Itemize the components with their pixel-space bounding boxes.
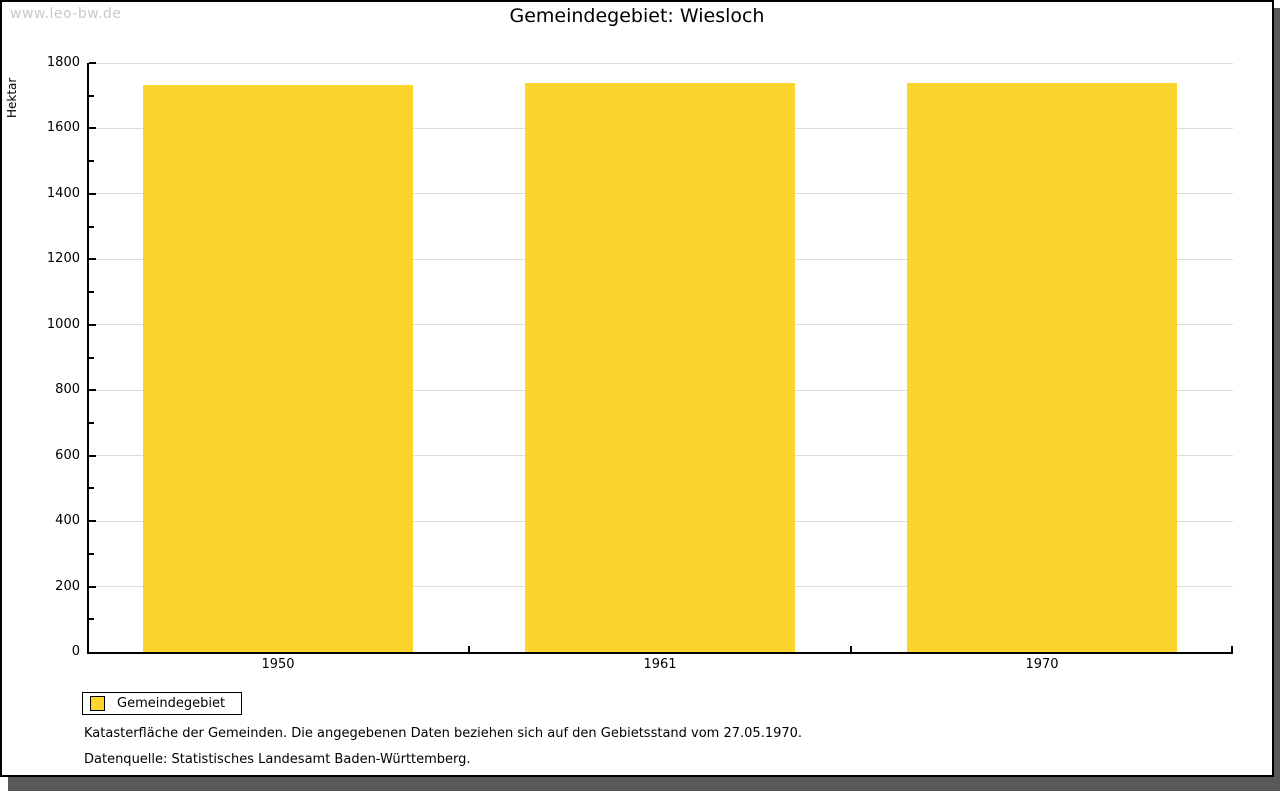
y-axis-tick-label: 800 [55,382,80,398]
y-axis-minor-tick [89,487,94,490]
bar-1950 [143,84,413,652]
bar-1961 [525,82,795,652]
legend-label: Gemeindegebiet [117,696,226,711]
x-axis-category-label: 1950 [261,657,295,672]
y-axis-tick-label: 1600 [46,120,80,136]
y-axis-tick-label: 1800 [46,55,80,70]
watermark: www.leo-bw.de [10,6,122,22]
y-axis-tick [89,192,96,195]
frame-shadow-bottom [8,777,1274,791]
y-axis-minor-tick [89,94,94,97]
y-axis-minor-tick [89,160,94,163]
x-axis-end-tick [1231,646,1233,652]
y-axis-tick-label: 1400 [46,185,80,201]
y-axis-tick [89,520,96,523]
y-axis-minor-tick [89,225,94,228]
legend-swatch-gemeindegebiet [90,696,105,711]
footnote-source-note: Katasterfläche der Gemeinden. Die angege… [84,726,803,741]
footnote-data-source: Datenquelle: Statistisches Landesamt Bad… [84,752,471,767]
legend: Gemeindegebiet [82,692,242,715]
y-axis-tick [89,389,96,392]
y-axis-minor-tick [89,356,94,359]
y-axis-tick [89,62,96,64]
gridline [89,62,1233,64]
y-axis-tick [89,127,96,130]
y-axis-tick [89,323,96,326]
y-axis-tick-label: 0 [71,644,80,659]
chart-frame: www.leo-bw.de Gemeindegebiet: Wiesloch H… [0,0,1274,777]
frame-shadow-right [1274,8,1280,791]
bar-1970 [907,82,1177,652]
y-axis-minor-tick [89,291,94,294]
y-axis-tick-label: 200 [55,578,80,594]
y-axis-tick [89,585,96,588]
chart-title: Gemeindegebiet: Wiesloch [509,5,765,27]
y-axis-line [87,63,89,654]
y-axis-tick-label: 600 [55,447,80,463]
x-axis-tick [468,646,470,652]
y-axis-tick [89,258,96,261]
y-axis-tick [89,454,96,457]
y-axis-tick-label: 1000 [46,316,80,332]
x-axis-line [87,652,1233,654]
y-axis-minor-tick [89,421,94,424]
x-axis-category-label: 1961 [643,657,677,672]
y-axis-minor-tick [89,552,94,555]
y-axis-tick-label: 400 [55,513,80,529]
y-axis-minor-tick [89,618,94,621]
x-axis-tick [850,646,852,652]
x-axis-category-label: 1970 [1025,657,1059,672]
y-axis-tick-label: 1200 [46,251,80,267]
